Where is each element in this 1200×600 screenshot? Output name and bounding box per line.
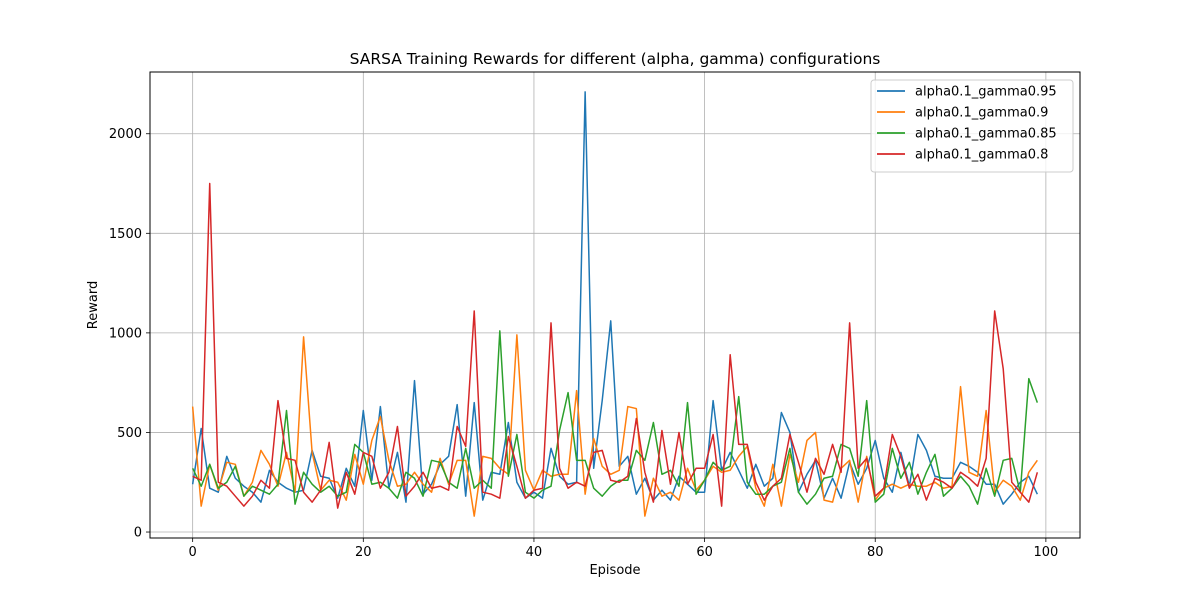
legend-label: alpha0.1_gamma0.9	[915, 106, 1048, 121]
x-tick-label: 0	[189, 545, 197, 560]
x-tick-label: 20	[355, 545, 372, 560]
y-tick-label: 500	[117, 426, 142, 441]
series-line-1	[191, 334, 1038, 517]
y-tick-label: 1000	[109, 326, 142, 341]
series-line-3	[192, 182, 1039, 509]
x-axis-label: Episode	[589, 563, 640, 578]
x-tick-label: 60	[696, 545, 713, 560]
x-tick-label: 100	[1033, 545, 1058, 560]
series-line-2	[191, 330, 1039, 505]
legend-box	[870, 79, 1074, 173]
series-line-0	[191, 91, 1039, 505]
chart-title: SARSA Training Rewards for different (al…	[350, 50, 881, 68]
series-group	[191, 91, 1039, 517]
x-tick-label: 40	[526, 545, 543, 560]
x-tick-label: 80	[867, 545, 884, 560]
y-tick-label: 1500	[109, 227, 142, 242]
legend-label: alpha0.1_gamma0.95	[915, 85, 1057, 100]
plot-frame	[149, 71, 1081, 539]
y-axis-label: Reward	[86, 281, 101, 329]
y-tick-label: 0	[134, 526, 142, 541]
legend-label: alpha0.1_gamma0.8	[915, 148, 1048, 163]
legend: alpha0.1_gamma0.95 alpha0.1_gamma0.9alpha…	[870, 79, 1074, 173]
legend-label: alpha0.1_gamma0.85	[915, 127, 1057, 142]
y-tick-label: 2000	[109, 127, 142, 142]
